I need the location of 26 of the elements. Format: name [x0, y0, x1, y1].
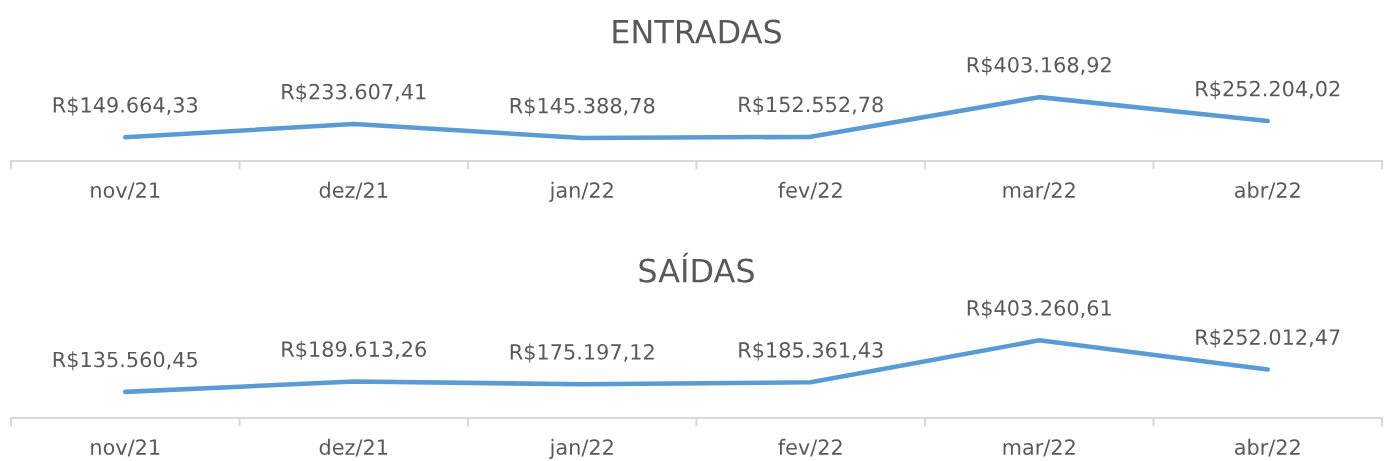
- data-label: R$135.560,45: [53, 351, 197, 371]
- x-tick-label: mar/22: [1003, 182, 1075, 200]
- chart-title: SAÍDAS: [639, 252, 754, 283]
- x-tick-label: mar/22: [1003, 439, 1075, 457]
- x-tick-label: abr/22: [1234, 181, 1300, 200]
- x-tick-label: abr/22: [1234, 438, 1300, 457]
- data-label: R$252.204,02: [1196, 80, 1340, 100]
- x-tick-label: nov/21: [91, 439, 160, 457]
- x-tick-label: dez/21: [319, 181, 388, 200]
- data-label: R$175.197,12: [510, 343, 654, 363]
- data-label: R$185.361,43: [739, 341, 883, 361]
- data-label: R$145.388,78: [510, 97, 655, 117]
- x-tick-label: fev/22: [778, 438, 842, 457]
- x-tick-label: jan/22: [549, 438, 613, 459]
- x-tick-label: jan/22: [549, 181, 613, 202]
- x-tick-label: fev/22: [778, 181, 842, 200]
- x-tick-label: dez/21: [319, 438, 388, 457]
- data-label: R$149.664,33: [53, 96, 198, 116]
- data-label: R$152.552,78: [739, 96, 883, 116]
- data-label: R$233.607,41: [282, 83, 426, 103]
- x-tick-label: nov/21: [91, 182, 160, 200]
- data-label: R$252.012,47: [1196, 328, 1340, 348]
- data-label: R$403.260,61: [967, 299, 1111, 319]
- chart-title: ENTRADAS: [613, 19, 781, 44]
- data-label: R$189.613,26: [282, 340, 426, 360]
- data-label: R$403.168,92: [967, 56, 1111, 76]
